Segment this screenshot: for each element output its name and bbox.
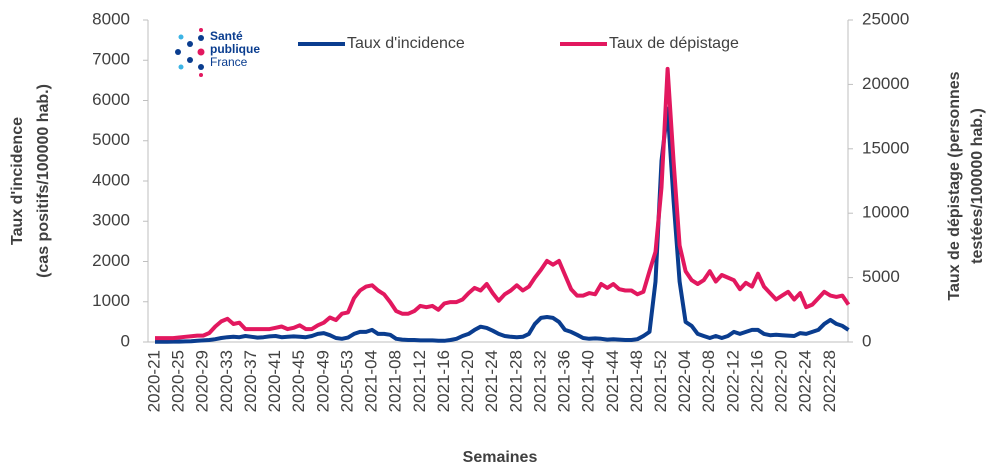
y-axis-title: (cas positifs/100000 hab.) [35,84,52,278]
x-tick-label: 2021-24 [482,350,501,412]
x-tick-label: 2022-20 [772,350,791,412]
x-tick-group: 2020-29 [193,350,212,412]
x-tick-label: 2021-48 [627,350,646,412]
x-tick-group: 2022-16 [747,350,766,412]
logo-text: France [210,55,248,69]
logo: Santé publique France [175,28,260,77]
y-tick-label: 8000 [92,9,130,28]
x-tick-label: 2020-37 [241,350,260,412]
x-tick-label: 2022-12 [723,350,742,412]
x-tick-group: 2022-12 [723,350,742,412]
x-tick-group: 2021-08 [386,350,405,412]
x-tick-label: 2021-36 [555,350,574,412]
x-tick-label: 2021-04 [362,350,381,412]
x-tick-group: 2022-20 [772,350,791,412]
x-tick-label: 2022-16 [747,350,766,412]
x-tick-group: 2021-44 [603,350,622,412]
x-tick-group: 2021-36 [555,350,574,412]
logo-dot [199,73,203,77]
x-tick-label: 2020-49 [313,350,332,412]
x-tick-group: 2022-24 [796,350,815,412]
y-tick-label: 7000 [92,50,130,69]
x-tick-label: 2022-04 [675,350,694,412]
logo-text: publique [210,42,260,56]
x-tick-label: 2020-25 [169,350,188,412]
logo-dot [175,49,181,55]
x-axis-title: Semaines [463,449,538,466]
x-tick-group: 2020-37 [241,350,260,412]
series-line [155,66,851,341]
logo-dot [198,64,204,70]
y2-tick-label: 20000 [862,74,909,93]
logo-dot [197,48,205,56]
x-tick-group: 2021-28 [506,350,525,412]
x-tick-group: 2022-28 [820,350,839,412]
x-tick-group: 2020-25 [169,350,188,412]
y2-axis-title: Taux de dépistage (personnes [946,71,963,300]
logo-dot [178,34,184,40]
y2-tick-label: 5000 [862,267,900,286]
x-tick-group: 2020-53 [337,350,356,412]
y-tick-label: 4000 [92,170,130,189]
legend-label: Taux d'incidence [347,35,465,52]
x-tick-group: 2020-49 [313,350,332,412]
x-tick-group: 2021-48 [627,350,646,412]
x-tick-group: 2021-04 [362,350,381,412]
x-tick-group: 2020-41 [265,350,284,412]
x-tick-group: 2021-24 [482,350,501,412]
x-tick-label: 2021-40 [579,350,598,412]
y2-tick-label: 15000 [862,138,909,157]
y-tick-label: 0 [121,331,130,350]
x-tick-group: 2020-45 [289,350,308,412]
x-tick-label: 2020-21 [144,350,163,412]
x-tick-label: 2020-29 [193,350,212,412]
y-tick-label: 3000 [92,211,130,230]
x-tick-group: 2021-32 [530,350,549,412]
x-tick-label: 2020-45 [289,350,308,412]
x-tick-group: 2022-04 [675,350,694,412]
x-tick-label: 2021-20 [458,350,477,412]
x-tick-label: 2021-08 [386,350,405,412]
x-tick-label: 2022-08 [699,350,718,412]
x-tick-label: 2020-33 [217,350,236,412]
y-tick-label: 5000 [92,130,130,149]
x-tick-group: 2021-16 [434,350,453,412]
y2-tick-label: 25000 [862,9,909,28]
y-tick-label: 2000 [92,251,130,270]
x-tick-label: 2020-41 [265,350,284,412]
legend-label: Taux de dépistage [609,35,739,52]
logo-dot [178,64,184,70]
y-tick-label: 6000 [92,90,130,109]
logo-dot [187,57,193,63]
logo-text: Santé [210,29,243,43]
x-tick-label: 2022-24 [796,350,815,412]
x-tick-group: 2020-33 [217,350,236,412]
x-tick-label: 2021-16 [434,350,453,412]
x-tick-group: 2021-20 [458,350,477,412]
y2-tick-label: 10000 [862,203,909,222]
x-tick-label: 2022-28 [820,350,839,412]
y2-axis-title: testées/100000 hab.) [969,108,986,264]
y-tick-label: 1000 [92,291,130,310]
x-tick-label: 2021-32 [530,350,549,412]
x-tick-group: 2021-40 [579,350,598,412]
y2-tick-label: 0 [862,331,871,350]
x-tick-label: 2021-52 [651,350,670,412]
x-tick-label: 2020-53 [337,350,356,412]
x-tick-label: 2021-12 [410,350,429,412]
y-axis-title: Taux d'incidence [9,117,26,245]
logo-dot [199,28,203,32]
x-tick-group: 2021-12 [410,350,429,412]
x-tick-group: 2020-21 [144,350,163,412]
x-tick-group: 2021-52 [651,350,670,412]
logo-dot [198,35,204,41]
series-line [155,106,850,344]
x-tick-label: 2021-28 [506,350,525,412]
x-tick-label: 2021-44 [603,350,622,412]
logo-dot [187,41,193,47]
x-tick-group: 2022-08 [699,350,718,412]
